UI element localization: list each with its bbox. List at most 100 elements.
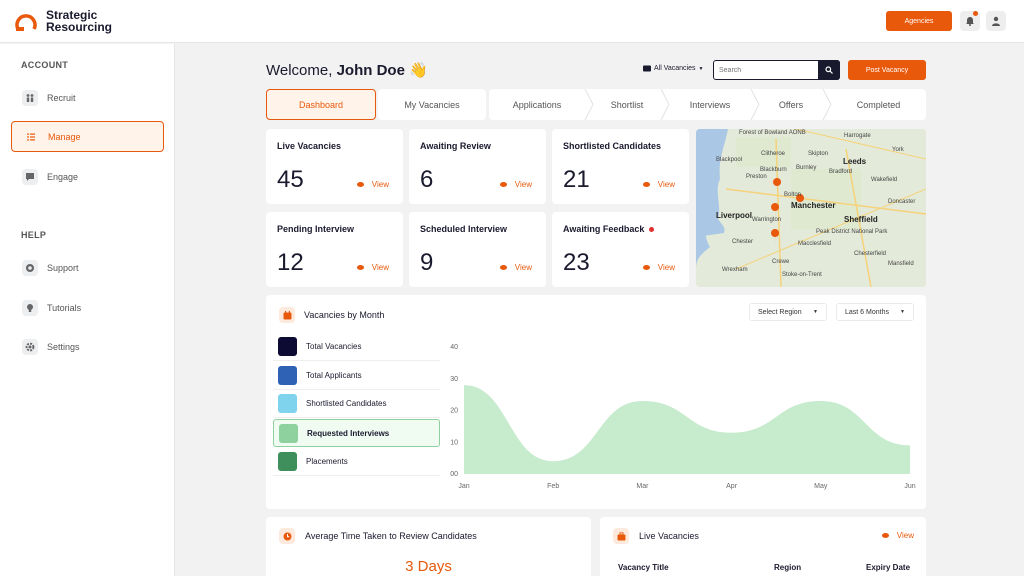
stat-title: Scheduled Interview [420, 224, 508, 234]
lightbulb-icon [22, 299, 38, 316]
legend-item-requested-interviews[interactable]: Requested Interviews [273, 419, 440, 447]
legend-swatch [278, 337, 297, 356]
sidebar-item-manage[interactable]: Manage [11, 121, 164, 152]
tab-interviews[interactable]: Interviews [689, 99, 731, 110]
sidebar-item-label: Engage [47, 171, 79, 182]
tab-applications[interactable]: Applications [512, 99, 562, 110]
map-label: Mansfield [888, 261, 914, 267]
view-link[interactable]: View [499, 263, 532, 272]
legend-swatch [279, 423, 298, 443]
legend-item-shortlisted[interactable]: Shortlisted Candidates [273, 390, 440, 418]
tab-completed[interactable]: Completed [856, 99, 901, 110]
notifications-button[interactable] [960, 11, 980, 31]
stat-title: Awaiting Review [420, 141, 491, 151]
user-menu-button[interactable] [986, 11, 1006, 31]
post-vacancy-button[interactable]: Post Vacancy [848, 60, 926, 80]
view-label: View [657, 263, 675, 272]
stat-title: Awaiting Feedback [563, 224, 655, 234]
vacancy-map[interactable]: Forest of Bowland AONB Harrogate York Bl… [696, 129, 926, 287]
view-link[interactable]: View [642, 180, 675, 189]
stat-value: 45 [277, 166, 304, 193]
map-label: Sheffield [844, 215, 878, 224]
map-label: Blackpool [716, 157, 743, 163]
tab-shortlist[interactable]: Shortlist [610, 99, 644, 110]
stat-card-awaiting-feedback: Awaiting Feedback 23 View [552, 212, 689, 287]
map-label: Wrexham [722, 267, 748, 273]
x-tick-label: Apr [726, 483, 738, 490]
sidebar-item-settings[interactable]: Settings [11, 331, 164, 362]
y-tick-label: 10 [450, 439, 458, 446]
stat-card-pending-interview: Pending Interview 12 View [266, 212, 403, 287]
eye-icon [356, 265, 364, 270]
x-tick-label: Jan [458, 483, 469, 490]
map-label: Preston [746, 174, 767, 180]
search-input[interactable] [719, 66, 819, 74]
welcome-heading: Welcome, John Doe 👋 [266, 61, 428, 79]
map-label: Liverpool [716, 211, 753, 220]
map-label: Chester [732, 239, 754, 245]
user-name: John Doe [336, 62, 405, 79]
view-link[interactable]: View [881, 531, 914, 540]
top-bar: Strategic Resourcing Agencies [0, 0, 1024, 43]
view-label: View [371, 180, 389, 189]
stat-value: 6 [420, 166, 434, 193]
map-label: Bradford [829, 169, 853, 175]
wave-icon: 👋 [409, 62, 428, 79]
tab-dashboard[interactable]: Dashboard [266, 89, 376, 120]
bell-icon [966, 17, 974, 26]
pipeline-separators [584, 89, 832, 120]
map-label: Burnley [796, 165, 817, 171]
legend-swatch [278, 394, 297, 413]
period-select-value: Last 6 Months [845, 308, 889, 316]
sidebar-item-tutorials[interactable]: Tutorials [11, 292, 164, 323]
chevron-down-icon: ▼ [698, 65, 704, 72]
vacancy-filter-value: All Vacancies [654, 65, 696, 72]
sidebar-item-support[interactable]: Support [11, 252, 164, 283]
map-label: Blackburn [760, 167, 787, 173]
eye-icon [499, 265, 507, 270]
sidebar-item-engage[interactable]: Engage [11, 161, 164, 192]
view-link[interactable]: View [499, 180, 532, 189]
vacancy-filter-select[interactable]: All Vacancies ▼ [643, 65, 703, 72]
legend-item-placements[interactable]: Placements [273, 448, 440, 476]
eye-icon [642, 265, 650, 270]
list-icon [23, 128, 39, 145]
user-icon [992, 16, 1000, 26]
map-label: Manchester [791, 201, 836, 210]
map-label: Wakefield [871, 177, 898, 183]
region-select[interactable]: Select Region ▼ [749, 303, 827, 321]
search-button[interactable] [818, 60, 840, 80]
view-label: View [514, 180, 532, 189]
legend-item-total-vacancies[interactable]: Total Vacancies [273, 333, 440, 361]
sidebar-item-recruit[interactable]: Recruit [11, 82, 164, 113]
calendar-icon [279, 307, 295, 323]
logo-text-line2: Resourcing [46, 20, 113, 34]
stat-title: Shortlisted Candidates [563, 141, 662, 151]
map-label: Crewe [772, 259, 790, 265]
agencies-button[interactable]: Agencies [886, 11, 952, 31]
search-box [713, 60, 840, 80]
map-label: Clitheroe [761, 151, 786, 157]
stat-card-awaiting-review: Awaiting Review 6 View [409, 129, 546, 204]
sidebar-heading-account: ACCOUNT [21, 60, 69, 70]
tab-offers[interactable]: Offers [778, 99, 804, 110]
view-link[interactable]: View [356, 263, 389, 272]
tab-my-vacancies[interactable]: My Vacancies [378, 89, 486, 120]
x-tick-label: Jun [904, 483, 915, 490]
view-link[interactable]: View [356, 180, 389, 189]
vacancies-by-month-card: Vacancies by Month Select Region ▼ Last … [266, 295, 926, 509]
map-label: Chesterfield [854, 251, 887, 257]
logo[interactable]: Strategic Resourcing [14, 9, 112, 33]
legend-swatch [278, 366, 297, 385]
period-select[interactable]: Last 6 Months ▼ [836, 303, 914, 321]
chart-title: Vacancies by Month [304, 310, 385, 320]
column-header-region: Region [774, 563, 802, 572]
search-icon [825, 66, 833, 74]
eye-icon [499, 182, 507, 187]
view-link[interactable]: View [642, 263, 675, 272]
map-label: Harrogate [844, 133, 871, 139]
column-header-vacancy-title: Vacancy Title [618, 563, 669, 572]
sidebar-item-label: Recruit [47, 92, 76, 103]
stat-value: 9 [420, 249, 434, 276]
legend-item-total-applicants[interactable]: Total Applicants [273, 362, 440, 390]
